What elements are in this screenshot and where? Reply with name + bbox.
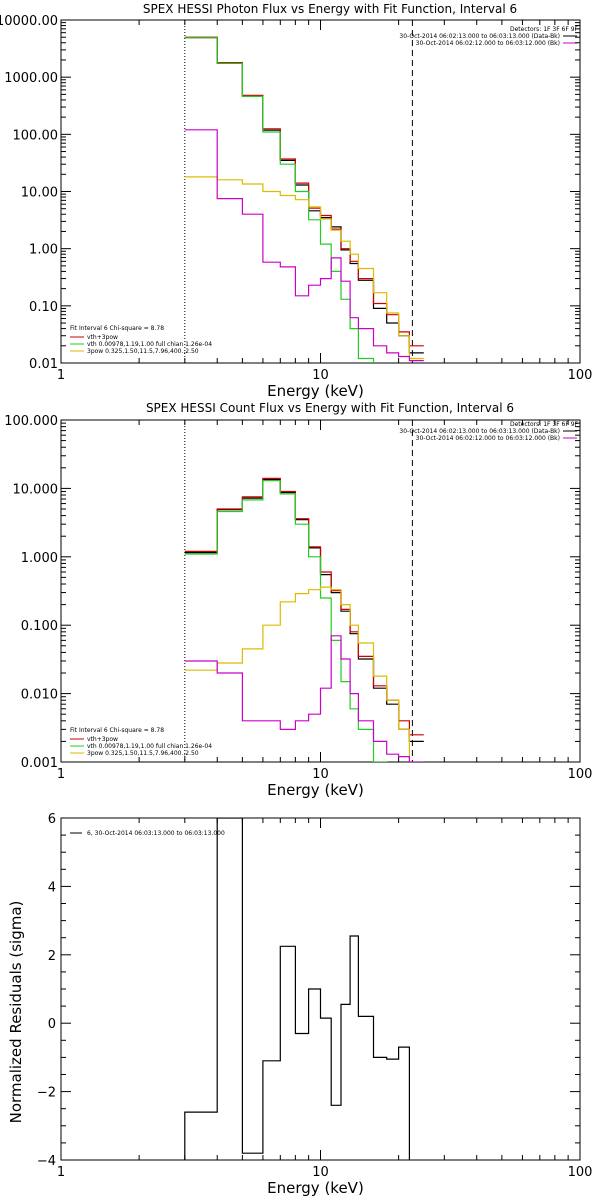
y-tick-label: −4 [37,1154,56,1169]
photon-detectors-label: Detectors: 1F 3F 6F 9F [510,26,579,33]
y-tick-label: 2 [48,949,56,964]
series-bk [184,129,424,362]
series-3pow [184,586,424,762]
photon-fit-info-line1: Fit Interval 6 Chi-square = 8.78 [70,325,164,332]
y-tick-label: 0.010 [21,688,58,703]
y-tick-label: 0.01 [29,357,58,372]
series-residuals [184,818,410,1160]
residuals-legend: 6, 30-Oct-2014 06:03:13.000 to 06:03:13.… [70,830,225,837]
photon-fit-label-total: vth+3pow [87,334,118,341]
y-tick-label: 0.001 [21,756,58,771]
y-tick-label: 4 [48,880,56,895]
y-tick-label: 100.000 [4,414,58,429]
x-axis-label: Energy (keV) [267,781,364,799]
photon-flux-header: Detectors: 1F 3F 6F 9F 30-Oct-2014 06:02… [399,26,578,47]
x-tick-label: 10 [312,1165,329,1180]
residuals-panel: 6, 30-Oct-2014 06:03:13.000 to 06:03:13.… [7,812,592,1197]
y-tick-label: 0.100 [21,619,58,634]
x-tick-label: 1 [57,767,65,782]
photon-flux-title: SPEX HESSI Photon Flux vs Energy with Fi… [143,2,517,16]
y-tick-label: 100.00 [13,128,59,143]
series-vth-3pow [184,477,424,736]
x-tick-label: 10 [312,368,329,383]
y-tick-label: 6 [48,812,56,827]
count-fit-label-total: vth+3pow [87,736,118,743]
photon-fit-info: Fit Interval 6 Chi-square = 8.78 vth+3po… [70,325,212,355]
x-tick-label: 1 [57,1165,65,1180]
x-tick-label: 1 [57,368,65,383]
count-fit-info: Fit Interval 6 Chi-square = 8.78 vth+3po… [70,727,212,757]
y-tick-label: 1000.00 [4,71,58,86]
y-tick-label: 0.10 [29,300,58,315]
photon-flux-panel: SPEX HESSI Photon Flux vs Energy with Fi… [0,2,593,400]
count-time-bk-label: 30-Oct-2014 06:02:12.000 to 06:03:12.000… [416,435,560,442]
series-vth [184,480,388,762]
count-time-data-label: 30-Oct-2014 06:02:13.000 to 06:03:13.000… [399,428,560,435]
x-axis-label: Energy (keV) [267,382,364,400]
residuals-y-label: Normalized Residuals (sigma) [7,901,25,1124]
y-tick-label: 1.000 [21,551,58,566]
x-tick-label: 10 [312,767,329,782]
photon-time-data-label: 30-Oct-2014 06:02:13.000 to 06:03:13.000… [399,33,560,40]
photon-fit-label-3pow: 3pow 0.325,1.50,11.5,7.96,400.,2.50 [87,348,199,355]
count-flux-panel: SPEX HESSI Count Flux vs Energy with Fit… [4,401,593,799]
y-tick-label: 10.00 [21,186,58,201]
photon-fit-label-vth: vth 0.00978,1.19,1.00 full chian 1.26e-0… [87,341,212,348]
x-tick-label: 100 [568,767,593,782]
count-flux-header: Detectors: 1F 3F 6F 9F 30-Oct-2014 06:02… [399,421,578,442]
x-tick-label: 100 [568,1165,593,1180]
count-fit-label-3pow: 3pow 0.325,1.50,11.5,7.96,400.,2.50 [87,750,199,757]
y-tick-label: 10000.00 [0,14,58,29]
count-fit-label-vth: vth 0.00978,1.19,1.00 full chian 1.26e-0… [87,743,212,750]
count-flux-title: SPEX HESSI Count Flux vs Energy with Fit… [146,401,514,415]
residuals-legend-label: 6, 30-Oct-2014 06:03:13.000 to 06:03:13.… [87,830,225,837]
y-tick-label: 1.00 [29,243,58,258]
plot-frame [60,19,581,364]
x-axis-label: Energy (keV) [267,1179,364,1197]
y-tick-label: 0 [48,1017,56,1032]
series-3pow [184,176,424,360]
y-tick-label: −2 [37,1086,56,1101]
photon-time-bk-label: 30-Oct-2014 06:02:12.000 to 06:03:12.000… [416,40,560,47]
x-tick-label: 100 [568,368,593,383]
count-detectors-label: Detectors: 1F 3F 6F 9F [510,421,579,428]
series-bk [184,635,424,762]
count-fit-info-line1: Fit Interval 6 Chi-square = 8.78 [70,727,164,734]
series-data-bk [184,37,424,354]
y-tick-label: 10.000 [13,482,59,497]
